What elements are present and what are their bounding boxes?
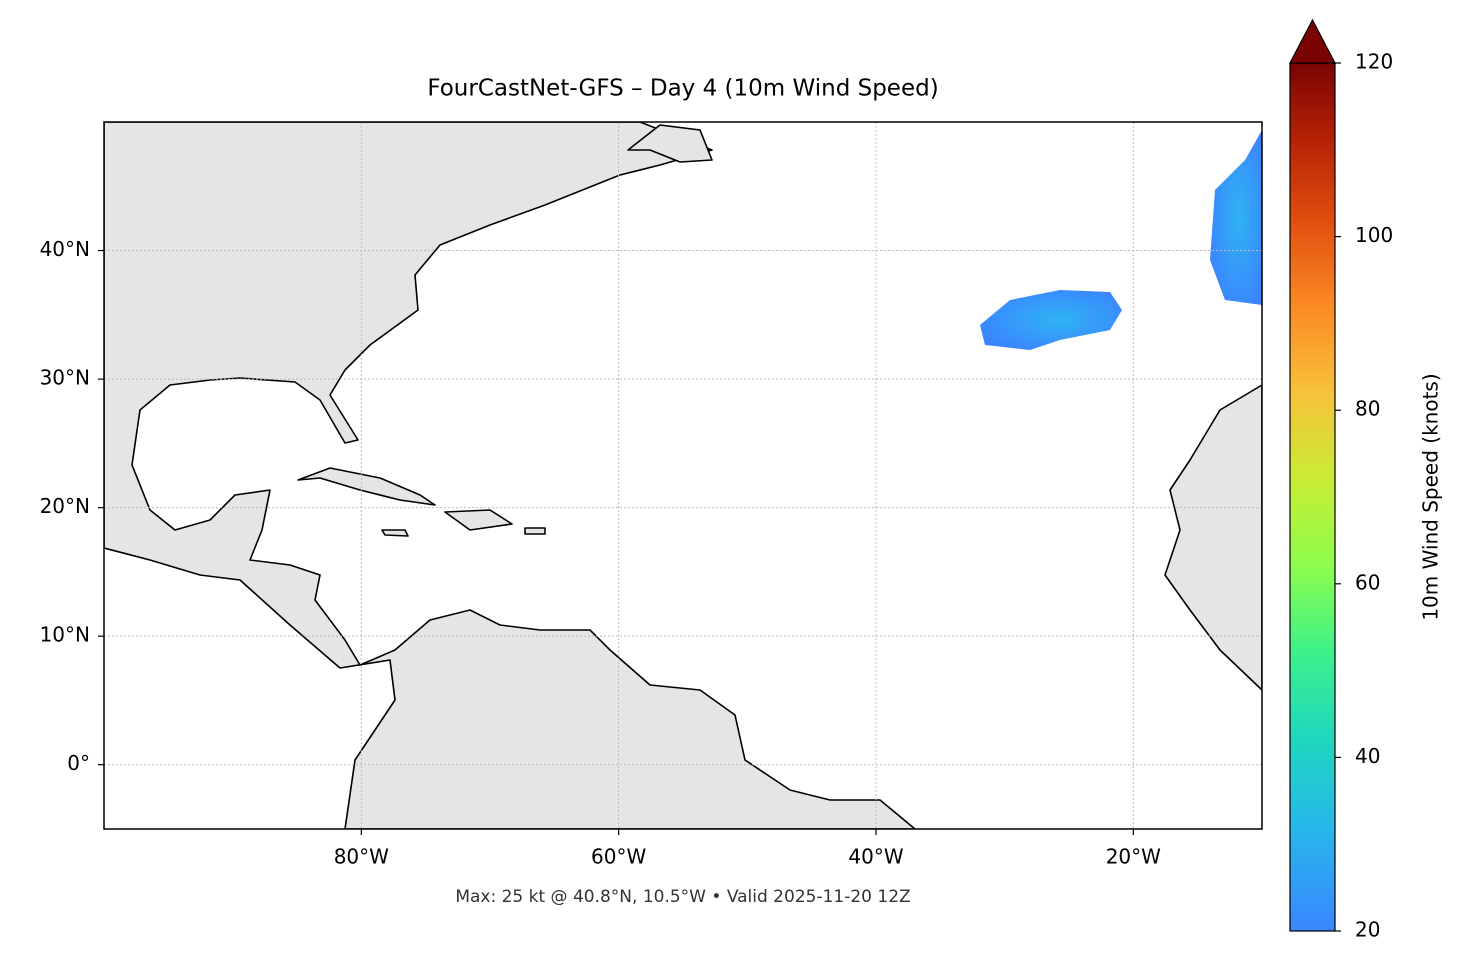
hispaniola (444, 509, 513, 531)
map (104, 122, 1262, 829)
footer: Max: 25 kt @ 40.8°N, 10.5°W • Valid 2025… (455, 887, 910, 907)
colorbar-tick-label: 100 (1355, 223, 1393, 247)
colorbar-label: 10m Wind Speed (knots) (1419, 373, 1443, 620)
colorbar-tick-label: 60 (1355, 570, 1380, 594)
y-tick-label: 40°N (40, 237, 90, 261)
chart-title: FourCastNet-GFS – Day 4 (10m Wind Speed) (427, 76, 938, 102)
colorbar-extend (1289, 18, 1336, 64)
colorbar (1289, 62, 1336, 932)
jamaica (381, 529, 409, 537)
y-tick-label: 20°N (40, 494, 90, 518)
grid (104, 122, 1262, 829)
x-tick-label: 80°W (334, 845, 389, 869)
colorbar-tick-label: 120 (1355, 50, 1393, 74)
y-tick-label: 0° (67, 751, 90, 775)
puerto-rico (524, 527, 546, 535)
colorbar-tick-label: 20 (1355, 918, 1380, 942)
africa (1164, 384, 1262, 691)
newfoundland (627, 124, 713, 163)
y-tick-label: 30°N (40, 366, 90, 390)
cuba (297, 467, 436, 506)
colorbar-tick-label: 80 (1355, 397, 1380, 421)
map-frame (103, 121, 1263, 830)
wind-area (1210, 130, 1262, 305)
x-tick-label: 60°W (591, 845, 646, 869)
americas (104, 122, 916, 829)
colorbar-tick-label: 40 (1355, 744, 1380, 768)
x-tick-label: 20°W (1106, 845, 1161, 869)
y-tick-label: 10°N (40, 623, 90, 647)
wind-area (980, 290, 1122, 350)
x-tick-label: 40°W (848, 845, 903, 869)
